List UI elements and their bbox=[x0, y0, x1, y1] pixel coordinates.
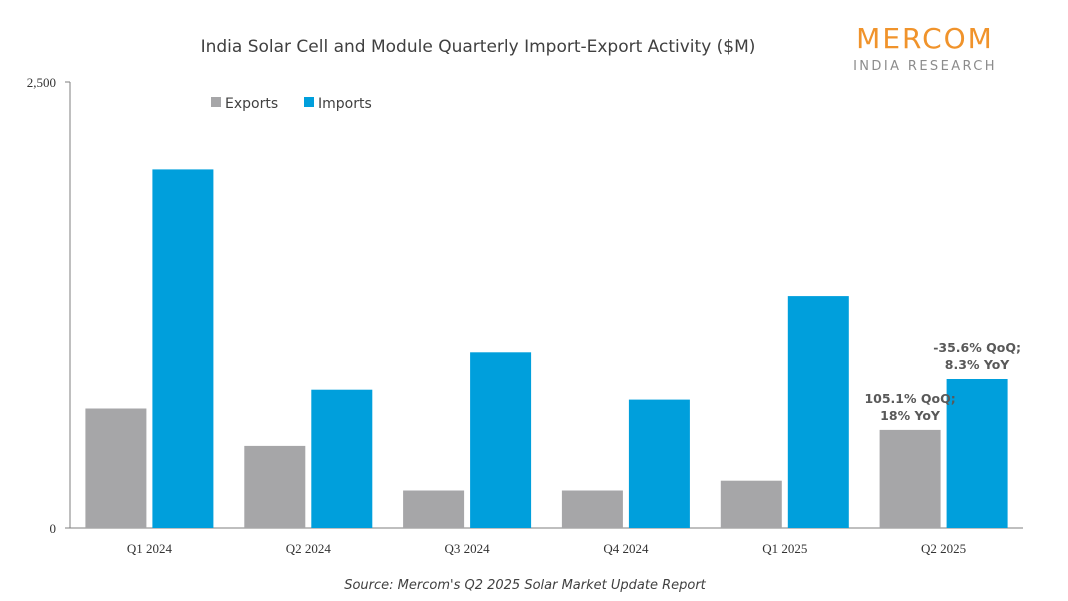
legend-swatch-exports bbox=[211, 97, 221, 107]
x-tick-label-q2-2025: Q2 2025 bbox=[921, 541, 966, 556]
mercom-logo: MERCOM INDIA RESEARCH bbox=[853, 22, 997, 74]
legend-label-exports: Exports bbox=[225, 96, 278, 112]
x-tick-label-q1-2025: Q1 2025 bbox=[762, 541, 807, 556]
bar-imports-q2-2025 bbox=[946, 379, 1008, 528]
bar-imports-q1-2024 bbox=[152, 169, 214, 528]
x-tick-label-q1-2024: Q1 2024 bbox=[127, 541, 173, 556]
chart-title: India Solar Cell and Module Quarterly Im… bbox=[201, 37, 756, 57]
y-tick-label-max: 2,500 bbox=[27, 75, 56, 90]
source-note: Source: Mercom's Q2 2025 Solar Market Up… bbox=[344, 578, 706, 593]
axes: 2,500 0 bbox=[27, 75, 1023, 536]
bar-imports-q3-2024 bbox=[470, 352, 532, 528]
legend-swatch-imports bbox=[304, 97, 314, 107]
category-labels: Q1 2024 Q2 2024 Q3 2024 Q4 2024 Q1 2025 Q2 20… bbox=[127, 541, 966, 556]
bar-exports-q1-2025 bbox=[720, 480, 782, 528]
bar-exports-q4-2024 bbox=[561, 490, 623, 528]
legend-label-imports: Imports bbox=[318, 96, 372, 112]
logo-sub-text: INDIA RESEARCH bbox=[853, 59, 997, 74]
logo-main-text: MERCOM bbox=[856, 22, 994, 55]
bar-exports-q2-2024 bbox=[244, 445, 306, 528]
bar-imports-q2-2024 bbox=[311, 389, 373, 528]
annotations: 105.1% QoQ; 18% YoY -35.6% QoQ; 8.3% YoY bbox=[864, 340, 1021, 423]
y-tick-label-min: 0 bbox=[50, 521, 57, 536]
annotation-imports-q2-2025: -35.6% QoQ; 8.3% YoY bbox=[933, 340, 1021, 372]
bar-exports-q2-2025 bbox=[879, 429, 941, 528]
bar-imports-q4-2024 bbox=[628, 399, 690, 528]
annotation-exports-q2-2025: 105.1% QoQ; 18% YoY bbox=[864, 391, 955, 423]
bar-imports-q1-2025 bbox=[787, 296, 849, 528]
bar-exports-q1-2024 bbox=[85, 408, 147, 528]
x-tick-label-q3-2024: Q3 2024 bbox=[445, 541, 491, 556]
x-tick-label-q4-2024: Q4 2024 bbox=[603, 541, 649, 556]
bars bbox=[85, 169, 1008, 528]
bar-exports-q3-2024 bbox=[403, 490, 465, 528]
x-tick-label-q2-2024: Q2 2024 bbox=[286, 541, 332, 556]
legend: Exports Imports bbox=[211, 96, 372, 112]
